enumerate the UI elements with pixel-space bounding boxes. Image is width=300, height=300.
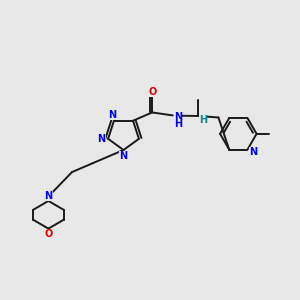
Text: H: H — [174, 119, 182, 129]
Text: N: N — [249, 147, 257, 157]
Text: N: N — [98, 134, 106, 144]
Text: H: H — [199, 116, 207, 125]
Text: N: N — [108, 110, 117, 120]
Text: N: N — [119, 152, 127, 161]
Text: N: N — [174, 112, 182, 122]
Text: O: O — [148, 87, 156, 97]
Text: O: O — [44, 229, 52, 239]
Text: N: N — [44, 190, 52, 201]
